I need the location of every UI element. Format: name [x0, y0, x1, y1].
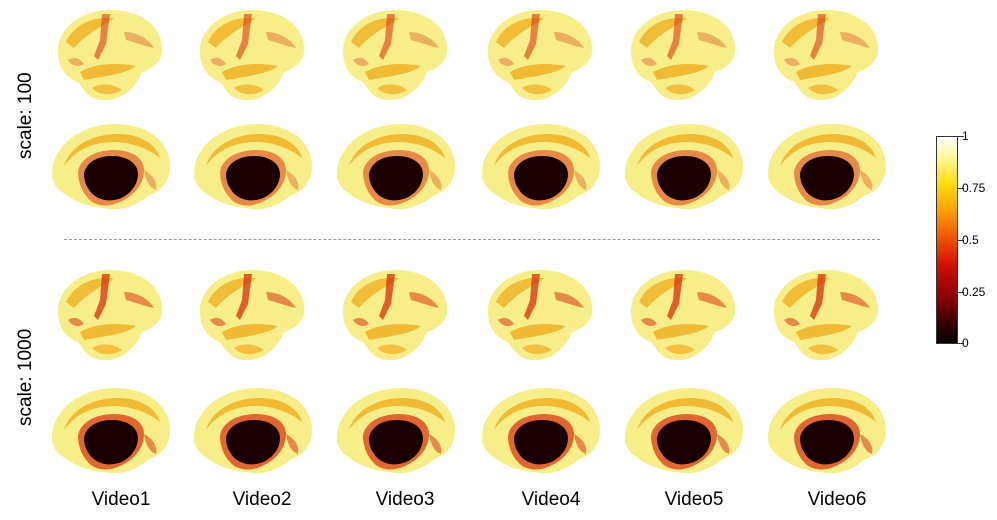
colorbar-tick-1: [958, 136, 964, 137]
brain-medial-100-video5: [625, 124, 743, 210]
colorbar-tick-05: [958, 240, 964, 241]
brain-lateral-100-video3: [342, 10, 448, 101]
column-label-video1: Video1: [91, 489, 151, 510]
brain-lateral-1000-video1: [57, 270, 163, 361]
brain-medial-1000-video2: [194, 388, 312, 474]
brain-lateral-1000-video2: [199, 270, 305, 361]
column-label-video3: Video3: [375, 489, 435, 510]
brain-medial-1000-video4: [482, 388, 600, 474]
colorbar-tick-075: [958, 188, 964, 189]
colorbar: [936, 136, 958, 344]
column-label-video2: Video2: [232, 489, 292, 510]
brain-medial-1000-video5: [625, 388, 743, 474]
colorbar-label-0: 0: [962, 336, 969, 350]
colorbar-label-075: 0.75: [962, 181, 986, 195]
brain-lateral-100-video1: [57, 10, 163, 101]
column-label-video4: Video4: [521, 489, 581, 510]
brain-medial-100-video6: [768, 124, 886, 210]
brain-lateral-1000-video6: [773, 270, 879, 361]
colorbar-label-1: 1: [962, 129, 969, 143]
row-label-scale-1000: scale: 1000: [15, 328, 36, 426]
brain-medial-100-video3: [337, 124, 455, 210]
brain-medial-1000-video6: [768, 388, 886, 474]
colorbar-tick-025: [958, 292, 964, 293]
brain-medial-1000-video3: [337, 388, 455, 474]
brain-lateral-1000-video5: [630, 270, 736, 361]
brain-medial-1000-video1: [52, 388, 170, 474]
brain-lateral-100-video2: [199, 10, 305, 101]
brain-lateral-1000-video3: [342, 270, 448, 361]
brain-lateral-100-video5: [630, 10, 736, 101]
column-label-video5: Video5: [664, 489, 724, 510]
column-label-video6: Video6: [807, 489, 867, 510]
brain-lateral-100-video4: [487, 10, 593, 101]
colorbar-label-05: 0.5: [962, 233, 979, 247]
colorbar-tick-0: [958, 343, 964, 344]
brain-medial-100-video2: [194, 124, 312, 210]
brain-lateral-100-video6: [773, 10, 879, 101]
scale-divider: [64, 239, 880, 240]
brain-medial-100-video1: [52, 124, 170, 210]
row-label-scale-100: scale: 100: [15, 72, 36, 159]
colorbar-label-025: 0.25: [962, 285, 986, 299]
brain-lateral-1000-video4: [487, 270, 593, 361]
brain-medial-100-video4: [482, 124, 600, 210]
